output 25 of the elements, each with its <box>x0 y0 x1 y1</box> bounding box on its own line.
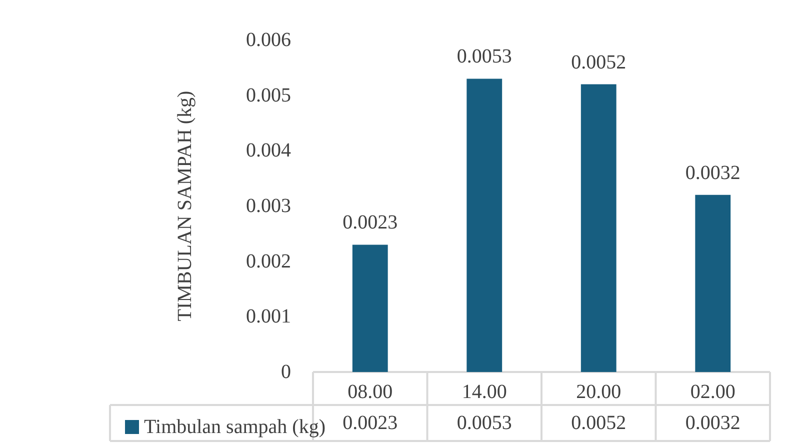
x-tick-label: 02.00 <box>690 381 736 403</box>
bar <box>352 244 388 372</box>
y-tick-label: 0.005 <box>246 84 291 106</box>
text: 0.0023 <box>342 412 398 434</box>
y-tick-label: 0 <box>281 361 291 383</box>
y-tick-label: 0.003 <box>246 195 291 217</box>
y-axis-title: TIMBULAN SAMPAH (kg) <box>174 90 196 322</box>
data-label: 0.0053 <box>456 46 512 68</box>
legend-label: Timbulan sampah (kg) <box>144 416 326 438</box>
data-label: 0.0032 <box>685 162 740 184</box>
data-label: 0.0052 <box>571 51 626 74</box>
x-tick-label: 14.00 <box>462 381 507 403</box>
x-tick-label: 08.00 <box>348 381 393 403</box>
x-tick-label: 20.00 <box>576 381 622 403</box>
text: 0.0053 <box>456 412 512 434</box>
bar <box>695 194 731 372</box>
text: 0.0052 <box>571 412 626 434</box>
data-label: 0.0023 <box>342 212 398 234</box>
bar <box>580 84 616 372</box>
text: 0.0032 <box>685 412 740 434</box>
bar <box>466 78 502 372</box>
y-tick-label: 0.002 <box>246 250 291 272</box>
y-tick-label: 0.004 <box>246 140 291 162</box>
y-tick-label: 0.001 <box>246 306 291 328</box>
y-tick-label: 0.006 <box>246 29 291 51</box>
